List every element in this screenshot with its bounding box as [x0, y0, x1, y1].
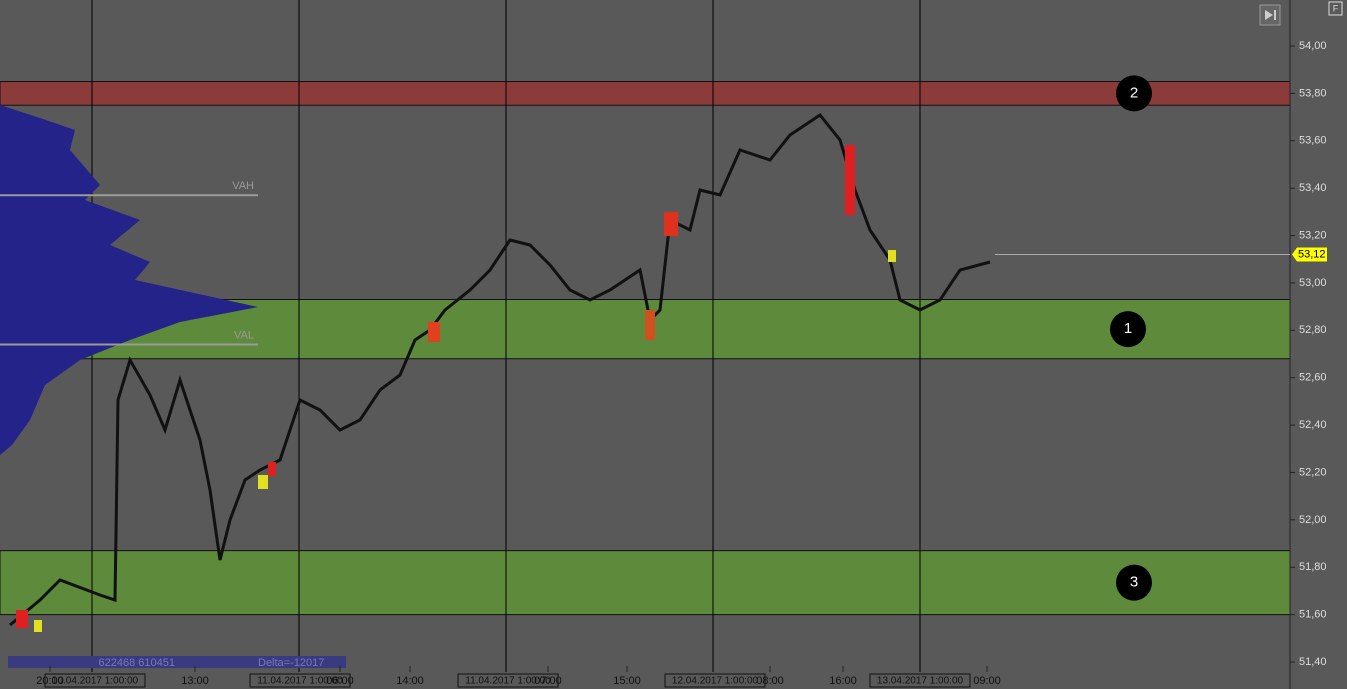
x-tick-label: 08:00 — [756, 675, 784, 687]
y-tick-label: 52,60 — [1299, 372, 1327, 384]
date-box — [457, 673, 559, 688]
x-tick-label: 20:00 — [36, 675, 64, 687]
y-tick-label: 51,60 — [1299, 609, 1327, 621]
highlight — [888, 250, 896, 262]
x-tick-label: 09:00 — [973, 675, 1001, 687]
date-box — [44, 673, 146, 688]
y-tick-label: 52,40 — [1299, 419, 1327, 431]
highlight — [845, 145, 855, 215]
y-tick-label: 52,20 — [1299, 466, 1327, 478]
y-tick-label: 52,80 — [1299, 324, 1327, 336]
profile-level-label: VAH — [232, 180, 254, 192]
x-tick-label: 15:00 — [613, 675, 641, 687]
zone-badge — [1116, 564, 1152, 601]
footer-volumes: 622468 610451 — [99, 657, 175, 669]
date-label: 10.04.2017 1:00:00 — [52, 676, 139, 687]
y-tick-label: 52,00 — [1299, 514, 1327, 526]
highlight — [428, 322, 440, 342]
footer-bar — [8, 656, 346, 668]
zone-badge — [1116, 75, 1152, 112]
last-price-marker — [1292, 247, 1327, 262]
y-tick-label: 53,80 — [1299, 87, 1327, 99]
zone — [0, 81, 1291, 106]
highlight — [34, 620, 42, 632]
x-tick-label: 16:00 — [829, 675, 857, 687]
x-tick-label: 14:00 — [396, 675, 424, 687]
y-tick-label: 51,80 — [1299, 561, 1327, 573]
highlight — [258, 475, 268, 489]
y-tick-label: 53,00 — [1299, 277, 1327, 289]
zone-label: 2 — [1130, 84, 1138, 101]
volume-profile — [0, 105, 258, 455]
x-tick-label: 13:00 — [181, 675, 209, 687]
date-label: 12.04.2017 1:00:00 — [672, 676, 759, 687]
y-tick-label: 53,60 — [1299, 135, 1327, 147]
highlight — [268, 462, 276, 476]
format-button-label: F — [1333, 3, 1339, 13]
y-tick-label: 53,20 — [1299, 229, 1327, 241]
footer-delta: Delta=-12017 — [258, 657, 324, 669]
price-path — [9, 112, 991, 627]
profile-level-label: VAL — [234, 329, 254, 341]
date-box — [664, 673, 766, 688]
zone-label: 3 — [1130, 574, 1138, 591]
date-label: 11.04.2017 1:00:00 — [465, 676, 551, 687]
zone-label: 1 — [1124, 320, 1132, 337]
highlight — [645, 310, 655, 340]
date-box — [869, 673, 971, 688]
last-price-label: 53,12 — [1298, 248, 1326, 260]
scroll-end-icon — [1265, 10, 1276, 20]
date-label: 13.04.2017 1:00:00 — [877, 676, 964, 687]
y-tick-label: 51,40 — [1299, 656, 1327, 668]
x-tick-label: 06:00 — [326, 675, 354, 687]
highlight — [16, 610, 28, 628]
zone — [0, 550, 1291, 616]
zone-badge — [1110, 311, 1146, 348]
x-tick-label: 07:00 — [534, 675, 562, 687]
date-label: 11.04.2017 1:00:00 — [257, 676, 343, 687]
y-tick-label: 53,40 — [1299, 182, 1327, 194]
date-box — [249, 673, 351, 688]
trade-highlights — [16, 145, 896, 632]
format-button[interactable] — [1328, 1, 1343, 16]
y-tick-label: 54,00 — [1299, 40, 1327, 52]
highlight — [664, 212, 678, 236]
